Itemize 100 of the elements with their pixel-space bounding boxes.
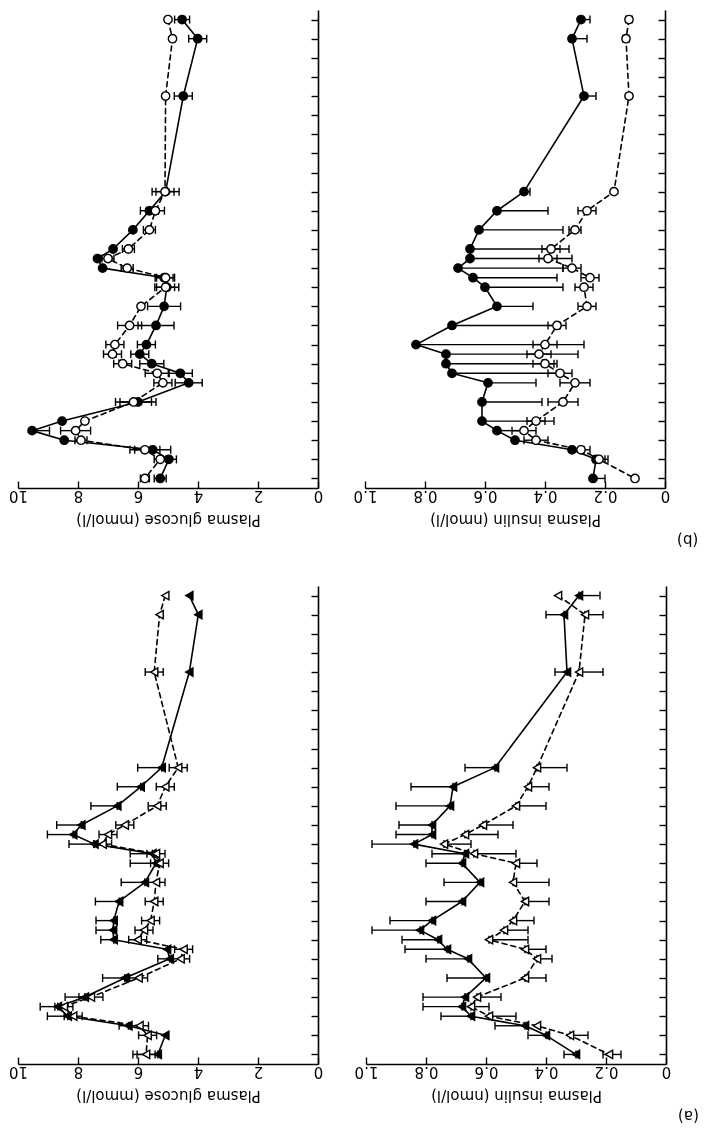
- point: [472, 992, 482, 1002]
- point: [427, 915, 437, 926]
- point: [178, 91, 189, 101]
- point: [441, 349, 451, 360]
- x-tick-label: 0.8: [414, 1062, 439, 1081]
- point: [175, 368, 186, 379]
- point: [120, 973, 130, 983]
- point: [163, 14, 173, 25]
- point: [460, 992, 470, 1002]
- point: [609, 186, 619, 197]
- x-tick-label: 6: [133, 486, 144, 505]
- point: [59, 435, 70, 446]
- point: [630, 473, 640, 484]
- x-tick-label: 0.2: [594, 1062, 619, 1081]
- x-axis-title: Plasma insulin (nmol/l): [431, 1086, 602, 1105]
- point: [136, 781, 146, 792]
- point: [442, 944, 452, 955]
- point: [117, 358, 128, 369]
- point: [162, 944, 172, 955]
- point: [109, 934, 119, 945]
- point: [441, 358, 451, 369]
- point: [580, 609, 590, 620]
- point: [411, 339, 421, 350]
- point: [158, 377, 168, 388]
- point: [135, 1020, 144, 1031]
- point: [152, 368, 163, 379]
- point: [531, 435, 541, 446]
- point: [160, 590, 170, 601]
- point: [532, 1020, 542, 1031]
- point: [519, 425, 529, 436]
- point: [484, 1011, 494, 1022]
- point: [474, 225, 484, 235]
- point: [558, 397, 568, 407]
- point: [541, 1030, 551, 1041]
- point: [445, 801, 455, 811]
- point: [146, 915, 155, 926]
- point: [574, 667, 584, 677]
- point: [540, 358, 550, 369]
- point: [478, 820, 488, 830]
- point: [483, 377, 493, 388]
- x-tick-label: 4: [193, 486, 204, 505]
- x-tick-label: 0.4: [533, 486, 558, 505]
- point: [567, 33, 577, 44]
- point: [133, 934, 143, 945]
- point: [149, 667, 159, 677]
- point: [415, 925, 425, 936]
- point: [465, 244, 475, 254]
- point: [453, 263, 463, 273]
- point: [543, 253, 553, 264]
- point: [499, 925, 509, 936]
- point: [559, 609, 569, 620]
- point: [153, 1049, 163, 1060]
- point: [520, 944, 530, 955]
- text: (b): [677, 531, 699, 549]
- point: [477, 416, 487, 426]
- x-tick-label: 10: [8, 1062, 29, 1081]
- point: [146, 358, 157, 369]
- point: [114, 896, 124, 907]
- point: [80, 416, 90, 426]
- point: [492, 301, 502, 312]
- point: [98, 839, 107, 849]
- x-tick-label: 0: [661, 1062, 672, 1081]
- point: [136, 301, 146, 312]
- point: [466, 1011, 476, 1022]
- point: [108, 244, 118, 254]
- x-tick-label: 0.6: [473, 486, 498, 505]
- point: [92, 253, 103, 264]
- point: [585, 272, 595, 283]
- point: [520, 973, 530, 983]
- x-tick-label: 0.2: [593, 486, 618, 505]
- x-tick-label: 10: [8, 486, 29, 505]
- point: [469, 848, 479, 859]
- point: [149, 896, 159, 907]
- point: [457, 896, 467, 907]
- point: [160, 91, 171, 101]
- x-tick-label: 0: [313, 1062, 324, 1081]
- point: [27, 425, 37, 436]
- x-tick-label: 8: [73, 486, 84, 505]
- point: [510, 435, 520, 446]
- x-tick-label: 0.4: [534, 1062, 559, 1081]
- point: [624, 91, 634, 101]
- point: [463, 953, 473, 964]
- point: [409, 839, 419, 849]
- point: [484, 934, 494, 945]
- point: [140, 444, 150, 455]
- point: [124, 320, 135, 331]
- point: [143, 1030, 152, 1041]
- point: [531, 416, 541, 426]
- point: [141, 339, 152, 350]
- point: [546, 244, 556, 254]
- x-axis-title: Plasma glucose (mmol/l): [76, 510, 261, 529]
- point: [567, 263, 577, 273]
- point: [534, 349, 544, 360]
- point: [582, 301, 592, 312]
- point: [109, 915, 119, 926]
- point: [183, 377, 194, 388]
- point: [460, 829, 470, 840]
- point: [480, 282, 490, 293]
- point: [120, 820, 130, 830]
- point: [427, 820, 437, 830]
